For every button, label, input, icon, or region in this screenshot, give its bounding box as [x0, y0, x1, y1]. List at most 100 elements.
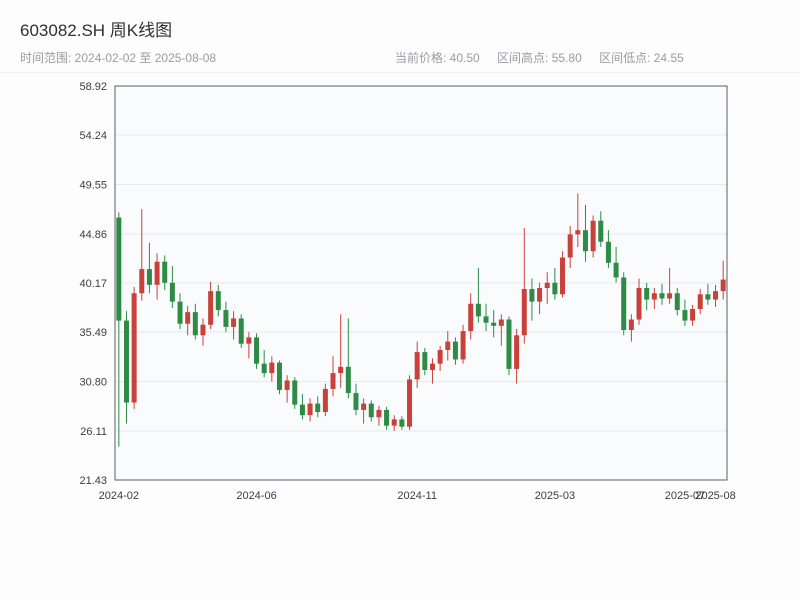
candle-body: [399, 419, 405, 427]
candle-body: [322, 388, 328, 413]
candle-body: [208, 291, 214, 325]
candle-body: [407, 379, 413, 427]
candle-body: [567, 234, 573, 258]
candle-body: [498, 319, 504, 326]
candle-body: [345, 366, 351, 394]
candle-body: [361, 403, 367, 410]
candle-body: [276, 362, 282, 390]
candle-body: [644, 287, 650, 300]
subtitle-row: 时间范围: 2024-02-02 至 2025-08-08 当前价格: 40.5…: [0, 49, 800, 65]
candle-body: [582, 230, 588, 252]
candle-body: [391, 419, 397, 426]
candle-body: [269, 362, 275, 374]
candle-body: [246, 337, 252, 344]
candle-body: [154, 261, 160, 285]
candle-body: [621, 277, 627, 331]
candle-body: [605, 241, 611, 263]
y-axis-tick-label: 58.92: [79, 81, 107, 93]
candle-body: [628, 319, 634, 331]
candle-body: [682, 310, 688, 321]
candlestick-chart: 58.92 54.24 49.55 44.86 40.17 35.49 30.80 26.11…: [79, 81, 735, 502]
plot-frame: [114, 85, 728, 481]
candle-body: [231, 318, 237, 327]
y-axis-tick-label: 26.11: [80, 426, 107, 438]
page-title: 603082.SH 周K线图: [20, 21, 173, 40]
candle-body: [307, 403, 313, 416]
x-axis-tick-label: 2025-03: [535, 490, 575, 502]
candle-body: [315, 403, 321, 413]
candle-body: [238, 318, 244, 344]
candle-body: [414, 352, 420, 380]
candle-body: [422, 352, 428, 370]
candle-body: [544, 282, 550, 288]
candle-body: [192, 312, 198, 336]
candle-body: [575, 230, 581, 235]
x-axis-tick-label: 2024-02: [99, 490, 139, 502]
candle-body: [690, 309, 696, 321]
candle-body: [560, 257, 566, 295]
candle-body: [720, 279, 726, 292]
candle-body: [185, 312, 191, 324]
x-axis-tick-label: 2025-07: [665, 490, 705, 502]
candle-body: [116, 217, 122, 321]
candle-body: [636, 287, 642, 320]
price-stats: 当前价格: 40.50 区间高点: 55.80 区间低点: 24.55: [395, 49, 698, 66]
time-range-label: 时间范围: 2024-02-02 至 2025-08-08: [20, 51, 217, 65]
candle-body: [445, 341, 451, 350]
x-axis-tick-label: 2024-11: [397, 490, 437, 502]
x-axis-tick-label: 2025-08: [695, 490, 735, 502]
candle-body: [169, 282, 175, 302]
candle-body: [384, 409, 390, 426]
candle-body: [177, 301, 183, 324]
y-axis-tick-label: 49.55: [79, 179, 107, 191]
candle-body: [521, 289, 527, 336]
candle-body: [299, 404, 305, 416]
candle-body: [223, 310, 229, 327]
candle-body: [659, 293, 665, 299]
candle-body: [261, 363, 267, 374]
candle-body: [483, 316, 489, 323]
candle-body: [200, 324, 206, 336]
candle-body: [598, 220, 604, 242]
y-axis-tick-label: 35.49: [79, 327, 107, 339]
candle-body: [330, 373, 336, 389]
candle-body: [590, 220, 596, 252]
candle-body: [552, 282, 558, 295]
candle-body: [437, 349, 443, 364]
candle-body: [376, 409, 382, 418]
candle-body: [460, 331, 466, 360]
candle-body: [506, 319, 512, 369]
candle-body: [254, 337, 260, 364]
current-price-label: 当前价格: 40.50: [395, 51, 480, 65]
candle-body: [353, 393, 359, 410]
candle-body: [284, 380, 290, 390]
y-axis-tick-label: 54.24: [79, 130, 107, 142]
candle-body: [368, 403, 374, 418]
range-low-label: 区间低点: 24.55: [599, 51, 684, 65]
candle-body: [162, 261, 168, 283]
y-axis-tick-label: 40.17: [79, 278, 107, 290]
candle-body: [674, 293, 680, 311]
candle-body: [338, 366, 344, 374]
candle-body: [475, 303, 481, 317]
candle-body: [429, 363, 435, 370]
candle-body: [215, 291, 221, 311]
y-axis-tick-label: 30.80: [79, 377, 107, 389]
candle-body: [705, 294, 711, 300]
candle-body: [514, 335, 520, 369]
candle-body: [491, 322, 497, 326]
candle-body: [292, 380, 298, 405]
candle-body: [613, 262, 619, 278]
candle-body: [146, 269, 152, 285]
candle-body: [537, 287, 543, 302]
candle-body: [139, 269, 145, 294]
range-high-label: 区间高点: 55.80: [497, 51, 582, 65]
candle-body: [452, 341, 458, 360]
candle-body: [131, 293, 137, 403]
candle-body: [697, 294, 703, 310]
x-axis-tick-label: 2024-06: [236, 490, 276, 502]
candle-body: [667, 293, 673, 299]
candle-body: [123, 320, 129, 403]
candle-body: [529, 289, 535, 302]
